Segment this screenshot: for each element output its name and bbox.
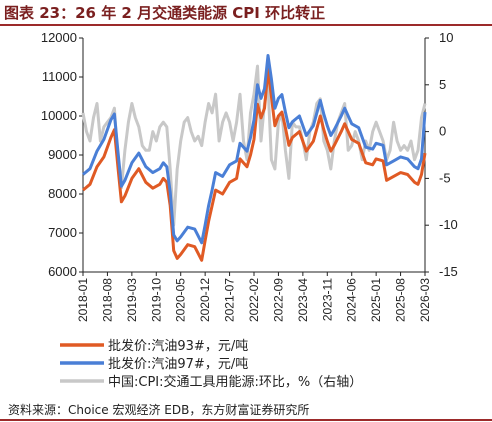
x-tick-label: 2018-08 <box>100 278 114 322</box>
figure-title: 图表 23：26 年 2 月交通类能源 CPI 环比转正 <box>4 4 326 22</box>
chart: 6000 7000 8000 9000 10000 11000 12000 10 5 0 -5 -10… <box>41 30 458 390</box>
y2-tick-label: 5 <box>439 77 446 92</box>
x-tick-label: 2025-01 <box>369 278 383 322</box>
x-tick-label: 2020-12 <box>198 278 212 322</box>
legend-label: 中国:CPI:交通工具用能源:环比，%（右轴） <box>108 374 362 390</box>
y2-tick-label: -15 <box>439 264 458 279</box>
x-tick-label: 2020-05 <box>174 278 188 322</box>
chart-axes: 6000 7000 8000 9000 10000 11000 12000 10 5 0 -5 -10… <box>41 30 458 322</box>
y-tick-label: 6000 <box>48 264 77 279</box>
x-tick-label: 2025-08 <box>394 278 408 322</box>
x-tick-label: 2021-07 <box>223 278 237 322</box>
chart-lines <box>81 54 427 262</box>
title-divider <box>0 24 492 26</box>
y2-tick-label: 10 <box>439 30 453 45</box>
y-tick-label: 11000 <box>42 69 77 84</box>
x-tick-label: 2022-09 <box>271 278 285 322</box>
x-tick-label: 2022-02 <box>247 278 261 322</box>
source-note: 资料来源：Choice 宏观经济 EDB，东方财富证券研究所 <box>8 403 310 417</box>
y-tick-label: 7000 <box>48 225 77 240</box>
y2-tick-label: -10 <box>439 217 458 232</box>
bottom-divider <box>0 419 492 421</box>
legend-label: 批发价:汽油97#，元/吨 <box>108 356 248 372</box>
chart-legend: 批发价:汽油93#，元/吨批发价:汽油97#，元/吨中国:CPI:交通工具用能源… <box>60 338 362 390</box>
y-tick-label: 8000 <box>48 186 77 201</box>
series-line-gasoline-97 <box>82 54 427 245</box>
y-tick-label: 12000 <box>41 30 77 45</box>
x-tick-label: 2019-03 <box>125 278 139 322</box>
x-tick-label: 2018-01 <box>76 278 90 322</box>
legend-item-cpi-transport-energy: 中国:CPI:交通工具用能源:环比，%（右轴） <box>60 374 362 390</box>
x-tick-label: 2026-03 <box>418 278 432 322</box>
y2-tick-label: -5 <box>439 170 451 185</box>
y-tick-label: 10000 <box>41 108 77 123</box>
y-tick-label: 9000 <box>48 147 77 162</box>
x-tick-label: 2024-06 <box>345 278 359 322</box>
series-line-gasoline-93 <box>82 67 427 262</box>
x-tick-label: 2019-10 <box>149 278 163 322</box>
y2-tick-label: 0 <box>439 124 446 139</box>
legend-item-gasoline-97: 批发价:汽油97#，元/吨 <box>60 356 248 372</box>
x-tick-label: 2023-11 <box>320 278 334 321</box>
legend-item-gasoline-93: 批发价:汽油93#，元/吨 <box>60 338 248 354</box>
legend-label: 批发价:汽油93#，元/吨 <box>108 338 248 354</box>
x-tick-label: 2023-04 <box>296 278 310 322</box>
